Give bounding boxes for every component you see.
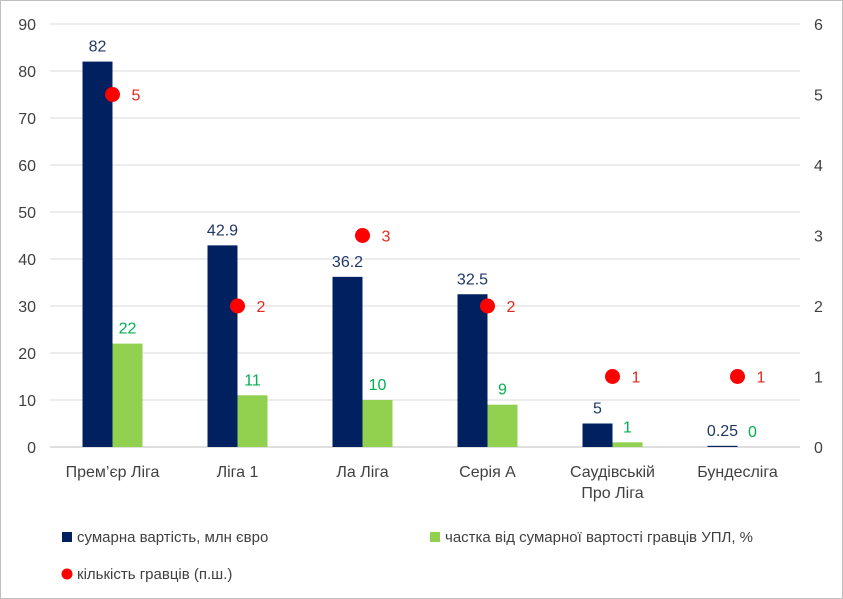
bar — [707, 445, 738, 447]
bar — [237, 395, 268, 447]
bar-data-label: 0.25 — [707, 423, 738, 440]
bar-data-label: 82 — [89, 39, 107, 56]
bar — [612, 442, 643, 447]
scatter-points — [105, 87, 745, 384]
y-left-tick-label: 40 — [18, 252, 36, 269]
y-left-tick-label: 80 — [18, 64, 36, 81]
bar-data-label: 36.2 — [332, 254, 363, 271]
point-data-label: 1 — [757, 370, 766, 387]
point-data-label: 5 — [132, 88, 141, 105]
bar-data-label: 5 — [593, 401, 602, 418]
bar — [457, 294, 488, 447]
scatter-point — [730, 369, 745, 384]
bar — [112, 343, 143, 447]
legend-label: кількість гравців (п.ш.) — [77, 566, 232, 583]
y-right-tick-label: 0 — [814, 440, 823, 457]
y-left-tick-label: 10 — [18, 393, 36, 410]
point-data-label: 3 — [382, 229, 391, 246]
legend-label: сумарна вартість, млн євро — [77, 529, 268, 546]
legend-marker — [61, 568, 73, 580]
point-data-label: 2 — [507, 299, 516, 316]
bar-data-label: 9 — [498, 382, 507, 399]
y-left-tick-label: 20 — [18, 346, 36, 363]
x-category-label: Ла Ліга — [336, 464, 388, 481]
legend-swatch — [62, 532, 72, 542]
y-right-tick-label: 1 — [814, 370, 823, 387]
scatter-point — [605, 369, 620, 384]
y-left-tick-label: 50 — [18, 205, 36, 222]
bar-data-label: 10 — [369, 377, 387, 394]
gridlines — [50, 23, 800, 448]
bar-data-label: 42.9 — [207, 222, 238, 239]
y-axis-left: 0 10 20 30 40 50 60 70 80 90 — [18, 17, 36, 457]
scatter-point — [105, 87, 120, 102]
scatter-point — [480, 298, 495, 314]
y-axis-right: 0 1 2 3 4 5 6 — [814, 17, 823, 457]
y-right-tick-label: 3 — [814, 229, 823, 246]
bar — [207, 245, 238, 447]
x-category-label: Серія А — [459, 464, 516, 481]
bar-data-label: 22 — [119, 321, 137, 338]
bar-data-label: 1 — [623, 419, 632, 436]
x-category-label: Прем’єр Ліга — [66, 464, 160, 481]
y-right-tick-label: 6 — [814, 17, 823, 34]
bar — [82, 61, 113, 447]
y-left-tick-label: 60 — [18, 158, 36, 175]
y-right-tick-label: 5 — [814, 88, 823, 105]
legend: сумарна вартість, млн євро частка від сум… — [61, 529, 753, 583]
legend-swatch — [430, 532, 440, 542]
scatter-point — [355, 228, 370, 243]
bar-data-label: 32.5 — [457, 271, 488, 288]
bar-data-label: 0 — [748, 424, 757, 441]
x-category-label: Саудівській Про Ліга — [570, 464, 655, 502]
y-left-tick-label: 90 — [18, 17, 36, 34]
y-right-tick-label: 4 — [814, 158, 823, 175]
point-data-label: 1 — [632, 370, 641, 387]
bar — [582, 423, 613, 447]
bar — [362, 400, 393, 447]
x-category-label: Бундесліга — [697, 464, 778, 481]
y-left-tick-label: 0 — [27, 440, 36, 457]
point-data-label: 2 — [257, 299, 266, 316]
y-left-tick-label: 30 — [18, 299, 36, 316]
legend-label: частка від сумарної вартості гравців УПЛ… — [445, 529, 753, 546]
y-right-tick-label: 2 — [814, 299, 823, 316]
y-left-tick-label: 70 — [18, 111, 36, 128]
bars — [82, 61, 738, 447]
x-category-label: Ліга 1 — [217, 464, 259, 481]
scatter-point — [230, 298, 245, 314]
x-axis-categories: Прем’єр Ліга Ліга 1 Ла Ліга Серія А Саудівсь… — [66, 464, 778, 502]
bar-data-label: 11 — [244, 372, 261, 389]
bar — [487, 404, 518, 447]
bar — [332, 276, 363, 447]
